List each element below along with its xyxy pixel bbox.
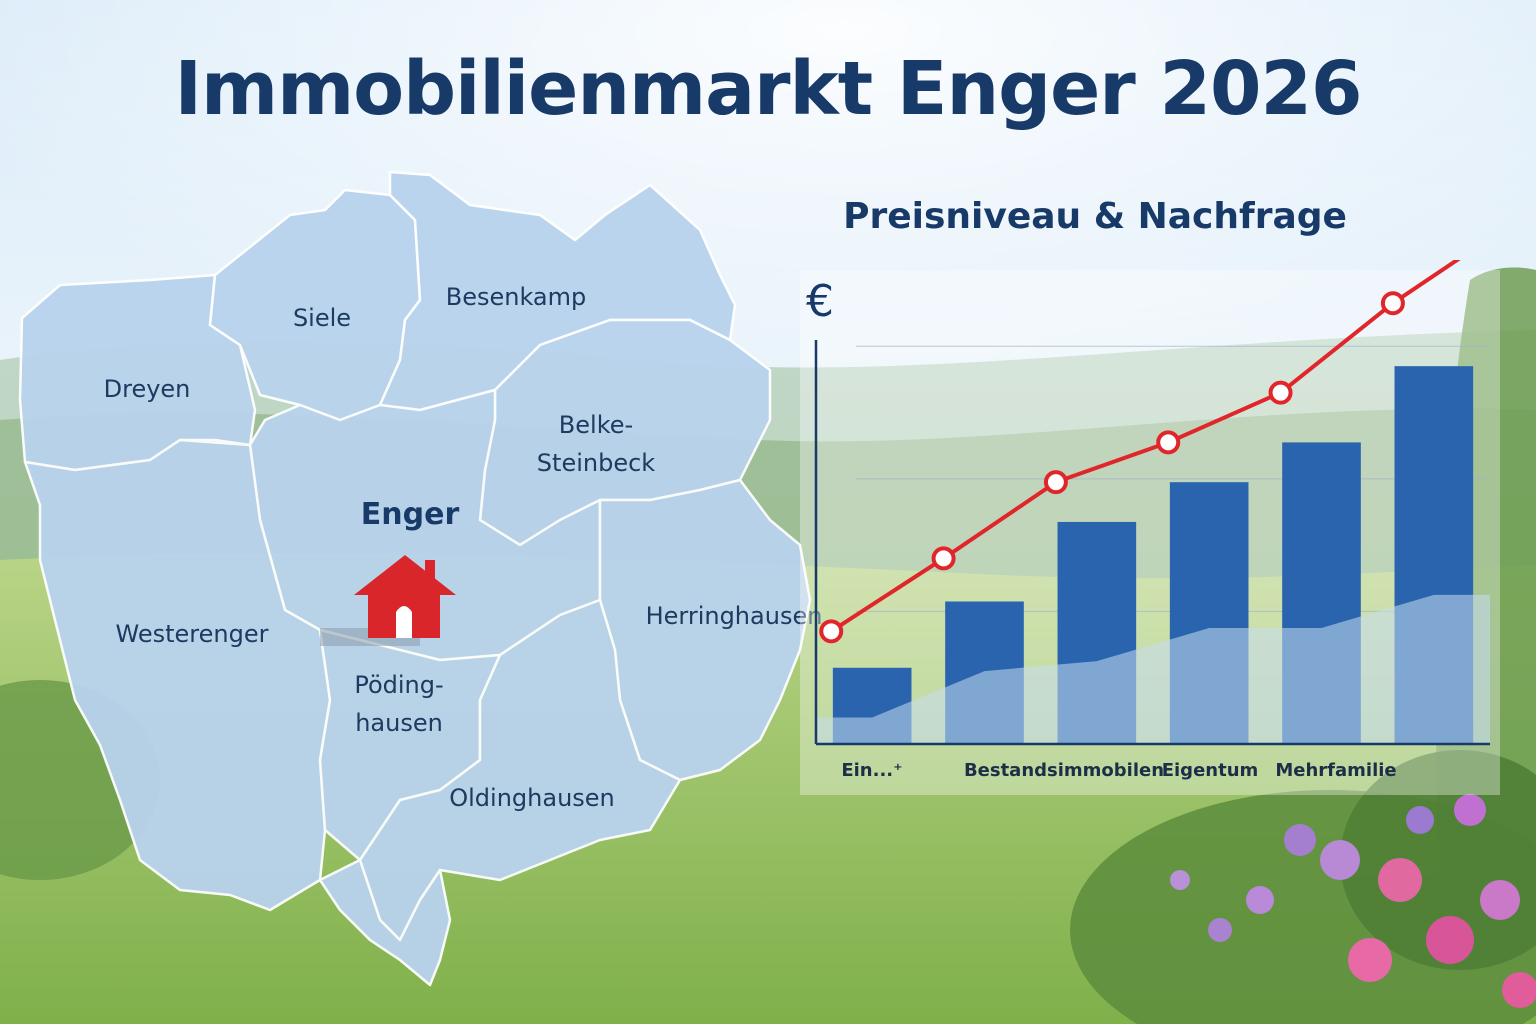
line-point: [1268, 380, 1293, 405]
house-icon[interactable]: [320, 555, 456, 646]
region-label-poedinghausen: Pöding-hausen: [354, 671, 444, 737]
chart-title: Preisniveau & Nachfrage: [843, 196, 1347, 237]
region-label-belke-steinbeck: Belke- Steinbeck: [536, 411, 656, 477]
region-label-herringhausen: Herringhausen: [645, 602, 823, 630]
y-axis-label: €: [806, 276, 834, 327]
region-label-westerenger: Westerenger: [115, 620, 269, 648]
area-series: [816, 594, 1490, 744]
region-label-dreyen: Dreyen: [103, 375, 191, 403]
region-label-oldinghausen: Oldinghausen: [449, 784, 615, 812]
x-tick-label: Bestandsimmobilen: [964, 760, 1164, 781]
page-title: Immobilienmarkt Enger 2026: [174, 46, 1362, 132]
x-tick-label: Ein...⁺: [841, 760, 902, 781]
flowers: [1170, 794, 1536, 1008]
line-point: [1156, 430, 1181, 455]
line-point: [931, 546, 956, 571]
region-label-besenkamp: Besenkamp: [445, 283, 587, 311]
line-point: [1043, 470, 1068, 495]
region-label-siele: Siele: [292, 304, 352, 332]
region-oldinghausen[interactable]: [358, 598, 682, 942]
line-point: [1380, 291, 1405, 316]
line-point: [819, 619, 844, 644]
region-south-tip: [318, 858, 452, 987]
x-tick-label: Eigentum: [1162, 760, 1259, 781]
x-tick-label: Mehrfamilie: [1275, 760, 1396, 781]
map-center-label: Enger: [360, 497, 460, 532]
